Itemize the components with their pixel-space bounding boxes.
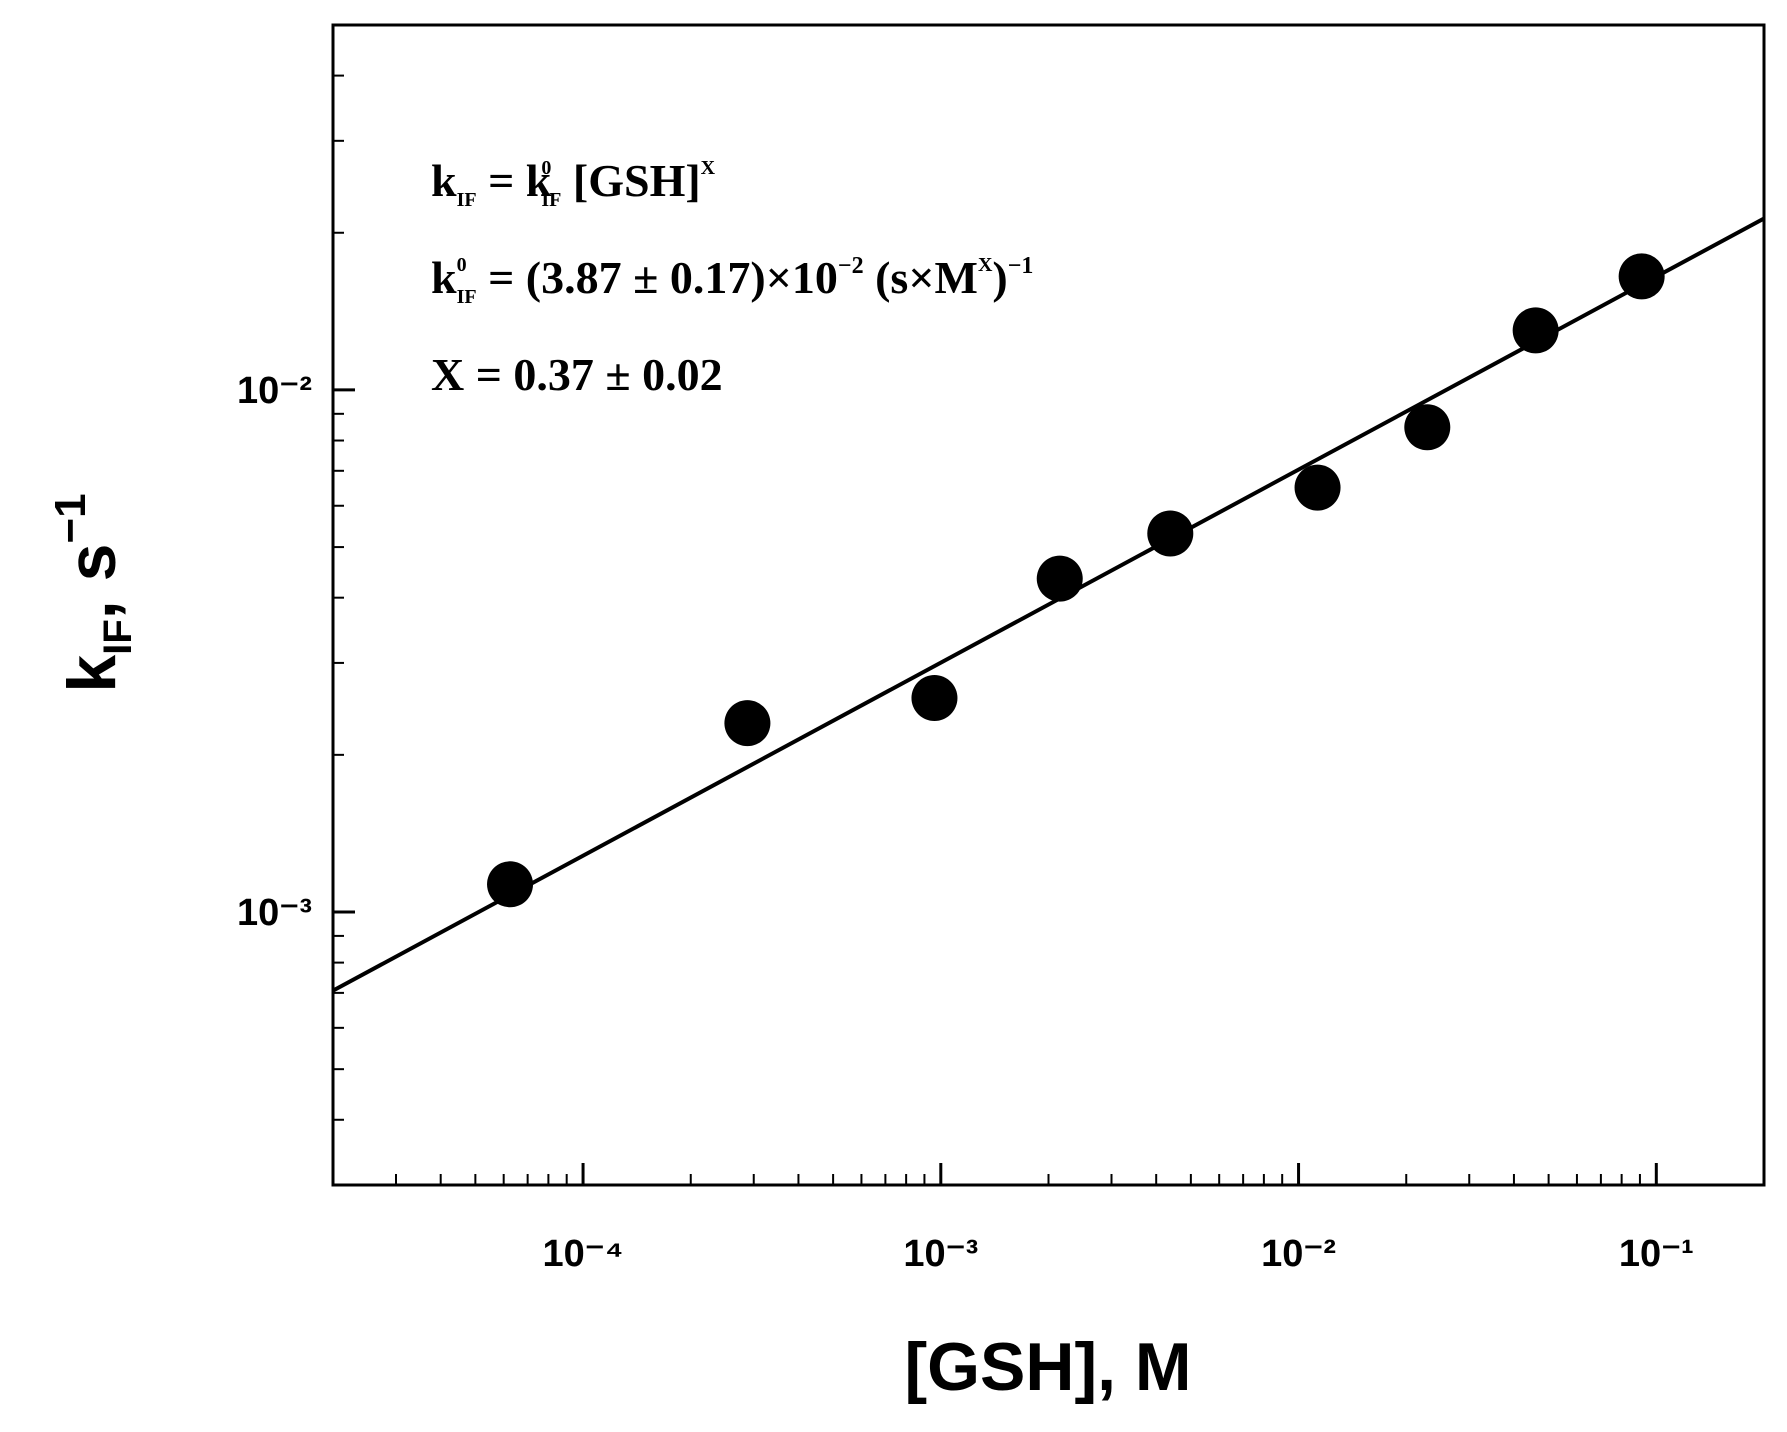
x-tick-label: 10⁻³: [903, 1233, 978, 1275]
y-tick-label: 10⁻²: [237, 370, 312, 412]
x-tick-label: 10⁻⁴: [542, 1233, 623, 1275]
data-point: [1618, 253, 1665, 300]
data-point: [724, 700, 771, 747]
data-point: [911, 674, 958, 721]
annotation: k0 IF = (3.87 ± 0.17)×10−2 (s×MX)−1: [431, 252, 1033, 308]
x-axis-label: [GSH], M: [904, 1329, 1191, 1405]
annotation: X = 0.37 ± 0.02: [431, 349, 723, 400]
y-tick-label: 10⁻³: [237, 892, 312, 934]
data-point: [1404, 404, 1451, 451]
fit-line: [332, 216, 1765, 993]
x-tick-label: 10⁻¹: [1619, 1233, 1694, 1275]
data-point: [487, 861, 534, 908]
x-tick-label: 10⁻²: [1261, 1233, 1336, 1275]
annotation: kIF = k0 IF [GSH]X: [431, 155, 716, 211]
data-point: [1036, 555, 1083, 602]
y-axis-label: kIF, s−1: [46, 493, 140, 692]
data-point: [1512, 307, 1559, 354]
data-point: [1294, 464, 1341, 511]
